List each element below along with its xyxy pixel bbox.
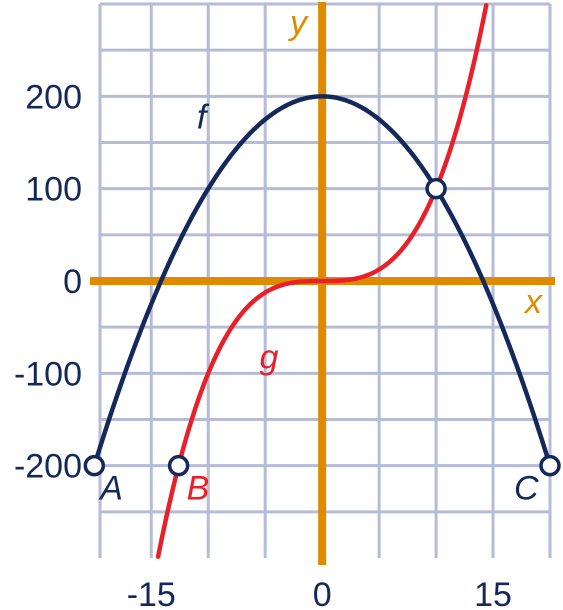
point-label-c: C [514,470,539,508]
point-c [539,454,561,477]
points [83,177,561,477]
curves [92,3,553,559]
x-tick-label: -15 [127,576,176,610]
x-tick-label: 15 [474,576,512,610]
x-axis-label: x [523,283,543,321]
curve-label-g: g [259,339,278,377]
point-label-a: A [98,470,123,508]
intersection-point [425,177,447,200]
y-tick-label: -200 [14,448,82,486]
y-tick-label: 200 [25,78,82,116]
point-b [167,454,190,477]
y-tick-label: 0 [63,263,82,301]
y-tick-label: -100 [14,355,82,393]
point-label-b: B [187,470,210,508]
curve-f [92,94,553,468]
x-tick-label: 0 [313,576,332,610]
y-tick-label: 100 [25,171,82,209]
curve-g [155,3,489,559]
y-axis-label: y [288,4,309,42]
point-a [83,454,106,477]
